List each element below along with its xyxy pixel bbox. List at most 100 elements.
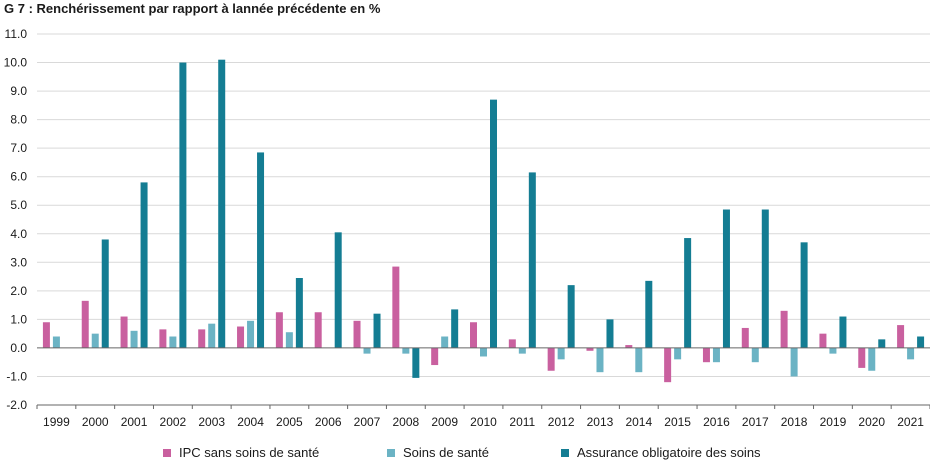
bar-1-2011 bbox=[508, 339, 516, 348]
bar-3-2006 bbox=[334, 232, 342, 348]
x-tick-label: 2019 bbox=[820, 415, 847, 429]
bar-1-2018 bbox=[780, 310, 788, 348]
bar-3-2013 bbox=[606, 319, 614, 348]
y-tick-label: -1.0 bbox=[6, 369, 27, 383]
bar-3-2015 bbox=[684, 238, 692, 348]
y-tick-label: 6.0 bbox=[10, 170, 27, 184]
bar-2-2003 bbox=[208, 323, 216, 348]
bar-1-2003 bbox=[198, 329, 206, 348]
bar-2-2014 bbox=[635, 347, 643, 373]
x-tick-label: 2008 bbox=[392, 415, 419, 429]
bar-3-2016 bbox=[722, 209, 730, 348]
bar-2-2021 bbox=[907, 347, 915, 360]
bar-3-2017 bbox=[761, 209, 769, 348]
y-tick-label: 4.0 bbox=[10, 227, 27, 241]
x-tick-label: 2009 bbox=[431, 415, 458, 429]
bar-3-2018 bbox=[800, 242, 808, 348]
bar-2-1999 bbox=[52, 336, 60, 348]
x-tick-label: 2017 bbox=[742, 415, 769, 429]
bar-3-2021 bbox=[917, 336, 925, 348]
bar-1-2010 bbox=[470, 322, 477, 348]
x-tick-label: 2013 bbox=[587, 415, 614, 429]
bar-1-2017 bbox=[741, 327, 749, 348]
bar-1-2007 bbox=[353, 320, 361, 348]
bar-1-2014 bbox=[625, 345, 633, 348]
bar-2-2002 bbox=[169, 336, 177, 348]
bar-2-2011 bbox=[518, 347, 526, 354]
bar-2-2016 bbox=[712, 347, 720, 363]
x-tick-label: 2005 bbox=[276, 415, 303, 429]
bar-2-2019 bbox=[829, 347, 837, 354]
bar-3-2002 bbox=[179, 62, 187, 348]
y-tick-label: 9.0 bbox=[10, 84, 27, 98]
bar-3-2014 bbox=[645, 280, 653, 348]
legend-label: Assurance obligatoire des soins bbox=[577, 445, 761, 460]
x-tick-label: 2020 bbox=[858, 415, 885, 429]
bar-3-2007 bbox=[373, 313, 381, 348]
bar-1-2005 bbox=[275, 312, 283, 348]
bar-3-2010 bbox=[490, 99, 497, 348]
bar-1-2004 bbox=[237, 326, 245, 348]
bar-2-2012 bbox=[557, 347, 565, 360]
legend-swatch bbox=[387, 449, 395, 457]
bar-1-2012 bbox=[547, 347, 555, 371]
legend-label: Soins de santé bbox=[403, 445, 489, 460]
x-tick-label: 2014 bbox=[625, 415, 652, 429]
bars bbox=[42, 59, 925, 383]
bar-1-1999 bbox=[42, 322, 50, 348]
bar-3-2000 bbox=[101, 239, 109, 348]
x-tick-label: 2012 bbox=[548, 415, 575, 429]
legend-label: IPC sans soins de santé bbox=[179, 445, 319, 460]
bar-3-2003 bbox=[218, 59, 226, 348]
bar-2-2013 bbox=[596, 347, 604, 373]
y-tick-label: 8.0 bbox=[10, 113, 27, 127]
bar-3-2012 bbox=[567, 285, 575, 348]
bar-1-2002 bbox=[159, 329, 167, 348]
x-tick-label: 2021 bbox=[897, 415, 924, 429]
x-tick-label: 1999 bbox=[43, 415, 70, 429]
bar-2-2005 bbox=[285, 332, 293, 348]
bar-1-2008 bbox=[392, 266, 400, 348]
bar-3-2005 bbox=[295, 278, 303, 348]
y-tick-label: -2.0 bbox=[6, 398, 27, 412]
legend: IPC sans soins de santé Soins de santé Ass… bbox=[163, 445, 761, 460]
bar-2-2010 bbox=[480, 347, 487, 357]
legend-swatch bbox=[561, 449, 569, 457]
bar-1-2015 bbox=[664, 347, 672, 383]
bar-2-2001 bbox=[130, 330, 138, 348]
y-tick-label: 5.0 bbox=[10, 198, 27, 212]
chart-title: G 7 : Renchérissement par rapport à lann… bbox=[4, 1, 381, 16]
bar-2-2009 bbox=[441, 336, 449, 348]
bar-1-2009 bbox=[431, 347, 439, 366]
x-tick-label: 2016 bbox=[703, 415, 730, 429]
bar-3-2009 bbox=[451, 309, 459, 348]
y-tick-label: 11.0 bbox=[5, 27, 28, 41]
y-tick-label: 0.0 bbox=[10, 341, 27, 355]
bar-3-2008 bbox=[412, 347, 420, 378]
x-tick-label: 2003 bbox=[198, 415, 225, 429]
bar-3-2019 bbox=[839, 316, 847, 348]
bar-1-2001 bbox=[120, 316, 128, 348]
bar-2-2000 bbox=[91, 333, 99, 348]
x-tick-label: 2004 bbox=[237, 415, 264, 429]
x-tick-label: 2000 bbox=[82, 415, 109, 429]
x-tick-label: 2002 bbox=[160, 415, 187, 429]
bar-1-2000 bbox=[81, 300, 89, 348]
bar-2-2020 bbox=[868, 347, 876, 371]
x-tick-label: 2001 bbox=[121, 415, 148, 429]
y-axis-ticks: -2.0 -1.0 0.0 1.0 2.0 3.0 4.0 5.0 6.0 7.0 8.0 9.0 10… bbox=[4, 27, 28, 412]
bar-1-2006 bbox=[314, 312, 322, 348]
bar-2-2004 bbox=[247, 320, 255, 348]
x-tick-label: 2007 bbox=[354, 415, 381, 429]
y-tick-label: 10.0 bbox=[4, 56, 28, 70]
x-tick-label: 2015 bbox=[664, 415, 691, 429]
y-tick-label: 3.0 bbox=[10, 255, 27, 269]
bar-2-2017 bbox=[751, 347, 759, 363]
bar-2-2018 bbox=[790, 347, 798, 377]
legend-swatch bbox=[163, 449, 171, 457]
y-tick-label: 2.0 bbox=[10, 284, 27, 298]
x-tick-label: 2018 bbox=[781, 415, 808, 429]
bar-1-2020 bbox=[858, 347, 866, 368]
x-tick-label: 2006 bbox=[315, 415, 342, 429]
